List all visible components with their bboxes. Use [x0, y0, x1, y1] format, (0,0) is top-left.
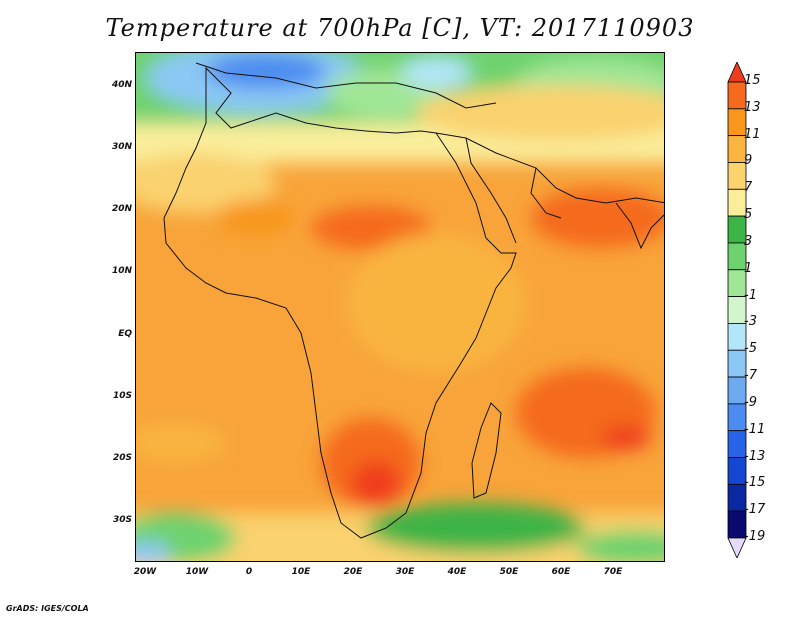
colorbar-label: -7 [744, 368, 757, 384]
colorbar-label: 13 [744, 99, 761, 115]
colorbar-label: 3 [744, 233, 753, 249]
lat-label-20s: 20S [112, 453, 132, 463]
colorbar-label: -17 [744, 502, 766, 518]
colorbar-label: 5 [744, 207, 753, 223]
colorbar-label: -9 [744, 394, 757, 410]
colorbar-label: -3 [744, 314, 757, 330]
lon-label-10w: 10W [185, 567, 209, 577]
colorbar-label: 15 [744, 73, 761, 88]
temperature-field [136, 53, 664, 561]
software-credit: GrADS: IGES/COLA [6, 604, 89, 613]
lon-label-30e: 30E [395, 567, 415, 577]
lon-label-40e: 40E [447, 567, 467, 577]
color-legend-bar [727, 62, 747, 558]
lon-label-20e: 20E [343, 567, 363, 577]
lon-label-20w: 20W [133, 567, 157, 577]
colorbar-label: -5 [744, 341, 757, 357]
lon-label-70e: 70E [603, 567, 623, 577]
temperature-map [135, 52, 665, 562]
colorbar-label: 9 [744, 153, 753, 169]
lon-label-10e: 10E [291, 567, 311, 577]
lat-label-40n: 40N [111, 80, 132, 90]
lon-label-0: 0 [245, 567, 253, 577]
colorbar-label: -11 [744, 421, 766, 437]
lat-label-eq: EQ [118, 329, 132, 339]
colorbar-label: -1 [744, 287, 757, 303]
lat-label-10n: 10N [111, 266, 132, 276]
colorbar-label: 1 [744, 260, 753, 276]
lat-label-30n: 30N [111, 142, 132, 152]
colorbar-segment-bottom-arrow [727, 537, 747, 558]
map-title: Temperature at 700hPa [C], VT: 201711090… [105, 14, 695, 42]
lon-label-60e: 60E [551, 567, 571, 577]
colorbar-label: 11 [744, 126, 761, 142]
lat-label-10s: 10S [112, 391, 132, 401]
lat-label-30s: 30S [112, 515, 132, 525]
colorbar-label: -19 [744, 529, 766, 544]
coastlines [163, 62, 664, 539]
lon-label-50e: 50E [499, 567, 519, 577]
colorbar-label: 7 [744, 180, 753, 196]
colorbar-label: -13 [744, 448, 766, 464]
colorbar-label: -15 [744, 475, 766, 491]
lat-label-20n: 20N [111, 204, 132, 214]
